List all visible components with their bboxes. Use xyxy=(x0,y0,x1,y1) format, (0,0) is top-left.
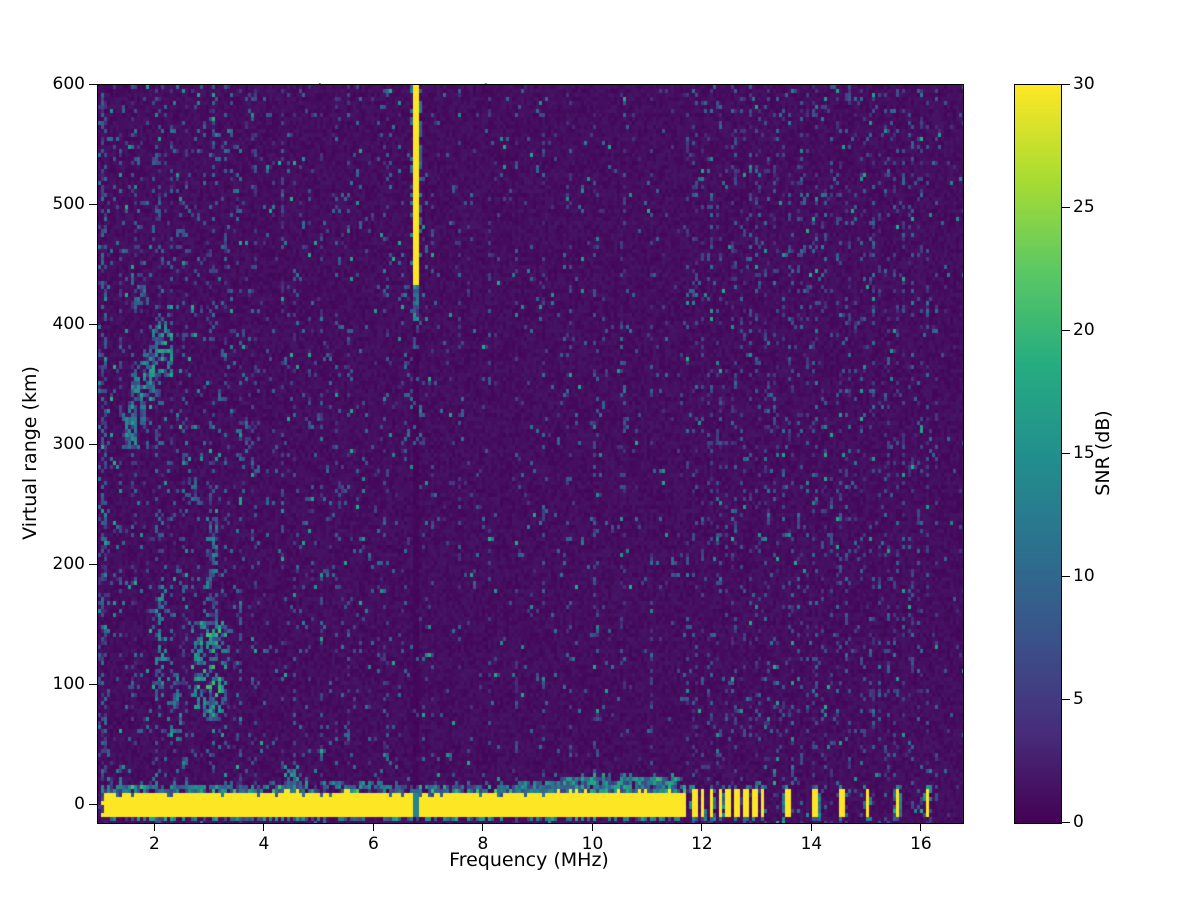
x-tick-mark xyxy=(482,823,484,831)
colorbar-tick-label: 30 xyxy=(1073,74,1095,94)
y-tick-mark xyxy=(89,323,97,325)
colorbar-tick-label: 5 xyxy=(1073,689,1084,709)
y-tick-label: 0 xyxy=(74,794,85,814)
x-tick-mark xyxy=(920,823,922,831)
x-tick-mark xyxy=(372,823,374,831)
y-tick-label: 100 xyxy=(52,674,85,694)
y-tick-mark xyxy=(89,563,97,565)
y-tick-label: 600 xyxy=(52,74,85,94)
x-tick-label: 12 xyxy=(691,834,713,854)
colorbar-tick-mark xyxy=(1062,83,1070,85)
colorbar-tick-mark xyxy=(1062,575,1070,577)
x-tick-label: 8 xyxy=(477,834,489,854)
colorbar-tick-label: 15 xyxy=(1073,443,1095,463)
colorbar-tick-mark xyxy=(1062,329,1070,331)
x-tick-mark xyxy=(263,823,265,831)
x-tick-mark xyxy=(701,823,703,831)
y-tick-label: 300 xyxy=(52,434,85,454)
x-tick-mark xyxy=(153,823,155,831)
y-tick-mark xyxy=(89,683,97,685)
y-tick-mark xyxy=(89,443,97,445)
y-tick-label: 500 xyxy=(52,194,85,214)
colorbar-tick-label: 10 xyxy=(1073,566,1095,586)
x-tick-label: 14 xyxy=(800,834,823,854)
y-tick-mark xyxy=(89,803,97,805)
x-axis-label: Frequency (MHz) xyxy=(449,849,609,871)
x-tick-mark xyxy=(591,823,593,831)
colorbar-tick-mark xyxy=(1062,821,1070,823)
y-tick-mark xyxy=(89,203,97,205)
x-tick-label: 4 xyxy=(258,834,270,854)
y-tick-label: 400 xyxy=(52,314,85,334)
y-tick-mark xyxy=(89,83,97,85)
colorbar xyxy=(1014,84,1062,824)
y-tick-label: 200 xyxy=(52,554,85,574)
colorbar-gradient xyxy=(1015,85,1061,823)
x-tick-mark xyxy=(810,823,812,831)
heatmap-plot-area xyxy=(97,84,964,824)
heatmap-canvas xyxy=(98,85,963,823)
colorbar-tick-mark xyxy=(1062,452,1070,454)
colorbar-tick-label: 0 xyxy=(1073,812,1084,832)
x-tick-label: 6 xyxy=(368,834,379,854)
colorbar-tick-label: 20 xyxy=(1073,320,1095,340)
colorbar-tick-mark xyxy=(1062,698,1070,700)
x-tick-label: 16 xyxy=(910,834,932,854)
x-tick-label: 10 xyxy=(581,834,604,854)
colorbar-tick-mark xyxy=(1062,206,1070,208)
colorbar-tick-label: 25 xyxy=(1073,197,1095,217)
x-tick-label: 2 xyxy=(149,834,160,854)
